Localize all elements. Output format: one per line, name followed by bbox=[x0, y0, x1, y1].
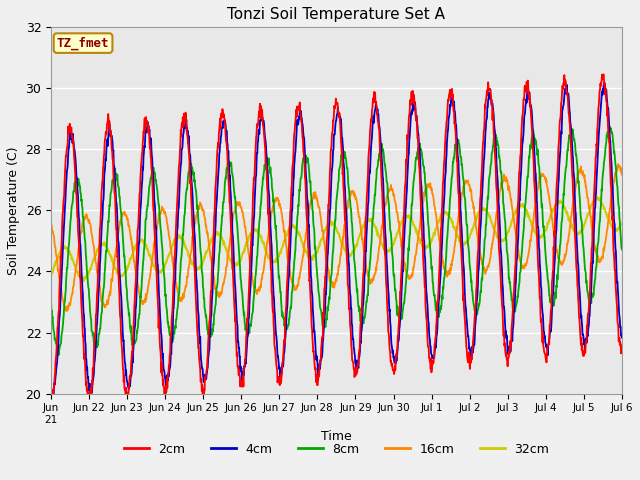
Title: Tonzi Soil Temperature Set A: Tonzi Soil Temperature Set A bbox=[227, 7, 445, 22]
Legend: 2cm, 4cm, 8cm, 16cm, 32cm: 2cm, 4cm, 8cm, 16cm, 32cm bbox=[118, 438, 554, 461]
Text: TZ_fmet: TZ_fmet bbox=[57, 36, 109, 50]
X-axis label: Time: Time bbox=[321, 431, 352, 444]
Y-axis label: Soil Temperature (C): Soil Temperature (C) bbox=[7, 146, 20, 275]
